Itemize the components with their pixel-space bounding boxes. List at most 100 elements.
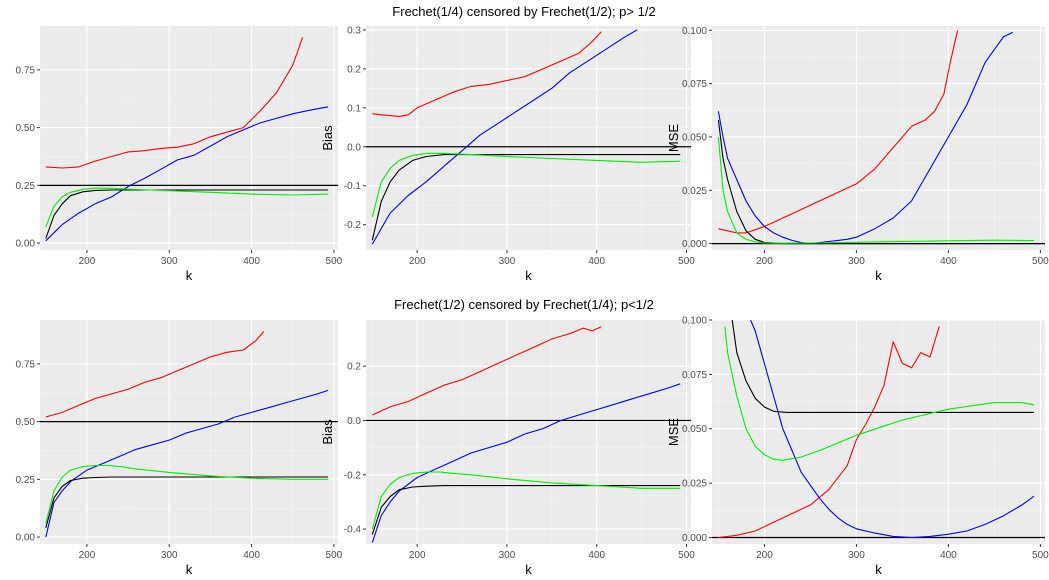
y-tick-label: 0.2 (347, 362, 361, 373)
plot-area (40, 331, 338, 538)
panel-1: 200 300 400 500 0.00 0.25 0.50 0.75 k (16, 26, 343, 283)
x-tick-label: 300 (848, 256, 865, 267)
y-tick-label: 0.050 (682, 132, 707, 143)
y-tick-label: 0.0 (347, 416, 361, 427)
y-tick-label: 0.25 (16, 475, 36, 486)
x-tick-label: 400 (588, 550, 605, 561)
y-axis-label: MSE (666, 124, 681, 153)
series-line-1 (372, 326, 602, 416)
series-line-2 (750, 320, 1035, 539)
y-tick-label: -0.2 (344, 220, 362, 231)
x-tick-label: 300 (499, 256, 516, 267)
x-axis-label: k (186, 268, 193, 283)
series-line-3 (731, 320, 1034, 413)
x-tick-label: 400 (588, 256, 605, 267)
series-line-1 (45, 331, 265, 418)
y-tick-label: 0.0 (347, 142, 361, 153)
y-tick-label: -0.2 (344, 470, 362, 481)
y-tick-label: 0.075 (682, 370, 707, 381)
x-tick-label: 200 (79, 256, 96, 267)
y-tick-label: 0.2 (347, 64, 361, 75)
series-line-4 (724, 326, 1035, 461)
x-tick-label: 300 (161, 550, 178, 561)
y-tick-label: 0.100 (682, 26, 707, 37)
y-tick-label: 0.50 (16, 123, 36, 134)
series-line-4 (717, 136, 1035, 244)
x-axis-label: k (525, 562, 532, 577)
x-tick-label: 200 (756, 256, 773, 267)
y-tick-label: 0.1 (347, 103, 361, 114)
plot-background (366, 26, 691, 250)
panel-4: 200 300 400 500 0.00 0.25 0.50 0.75 k (16, 320, 343, 577)
series-line-3 (45, 189, 329, 239)
y-tick-label: 0.50 (16, 417, 36, 428)
y-axis-label: Bias (320, 125, 335, 151)
series-line-2 (45, 106, 329, 242)
x-tick-label: 200 (409, 256, 426, 267)
series-line-1 (372, 31, 602, 117)
x-axis-label: k (525, 268, 532, 283)
y-tick-label: 0.075 (682, 79, 707, 90)
x-tick-label: 500 (1032, 256, 1049, 267)
x-tick-label: 300 (499, 550, 516, 561)
series-line-4 (45, 187, 329, 228)
x-axis-label: k (186, 562, 193, 577)
plot-background (712, 26, 1045, 250)
series-line-1 (718, 326, 940, 539)
panels: 200 300 400 500 0.00 0.25 0.50 0.75 k 200 300 400 50… (16, 25, 1049, 577)
y-tick-label: -0.4 (344, 525, 362, 536)
series-line-3 (45, 476, 329, 528)
y-tick-label: 0.25 (16, 181, 36, 192)
x-tick-label: 500 (326, 550, 343, 561)
x-axis-label: k (875, 268, 882, 283)
x-tick-label: 200 (79, 550, 96, 561)
series-line-1 (45, 37, 304, 169)
plot-area (712, 30, 1045, 245)
x-tick-label: 500 (326, 256, 343, 267)
y-tick-label: 0.00 (16, 533, 36, 544)
x-tick-label: 300 (161, 256, 178, 267)
y-axis-label: MSE (666, 418, 681, 447)
plot-area (712, 320, 1045, 539)
x-tick-label: 200 (409, 550, 426, 561)
x-tick-label: 300 (848, 550, 865, 561)
plot-area (366, 29, 691, 245)
y-tick-label: 0.050 (682, 424, 707, 435)
y-tick-label: 0.025 (682, 186, 707, 197)
x-tick-label: 500 (678, 550, 695, 561)
y-tick-label: 0.75 (16, 65, 36, 76)
y-tick-label: 0.00 (16, 239, 36, 250)
plot-background (366, 320, 691, 544)
series-line-2 (717, 31, 1014, 245)
row-title-bottom: Frechet(1/2) censored by Frechet(1/4); p… (394, 297, 654, 312)
x-tick-label: 500 (678, 256, 695, 267)
panel-2: 200 300 400 500 -0.2 -0.1 0.0 0.1 0.2 0.3 k Bias (320, 25, 695, 283)
series-line-3 (717, 119, 1041, 245)
panel-3: 200 300 400 500 0.000 0.025 0.050 0.075 0.100 k MS… (666, 26, 1049, 283)
y-tick-label: 0.000 (682, 239, 707, 250)
series-line-1 (718, 30, 959, 234)
row-title-top: Frechet(1/4) censored by Frechet(1/2); p… (392, 4, 655, 19)
series-line-3 (371, 154, 681, 241)
plot-background (712, 320, 1045, 544)
y-tick-label: -0.1 (344, 181, 362, 192)
x-tick-label: 400 (940, 550, 957, 561)
plot-area (40, 37, 338, 242)
y-tick-label: 0.100 (682, 316, 707, 327)
plot-area (366, 326, 691, 543)
y-axis-label: Bias (320, 419, 335, 445)
x-axis-label: k (875, 562, 882, 577)
y-tick-label: 0.3 (347, 25, 361, 36)
series-line-4 (371, 471, 681, 530)
y-tick-label: 0.025 (682, 479, 707, 490)
series-line-2 (371, 29, 638, 245)
y-tick-label: 0.000 (682, 533, 707, 544)
x-tick-label: 400 (940, 256, 957, 267)
panel-5: 200 300 400 500 -0.4 -0.2 0.0 0.2 k Bias (320, 320, 695, 577)
x-tick-label: 400 (243, 550, 260, 561)
plot-background (40, 26, 338, 250)
series-line-4 (45, 464, 329, 524)
series-line-4 (371, 152, 681, 218)
x-tick-label: 500 (1032, 550, 1049, 561)
